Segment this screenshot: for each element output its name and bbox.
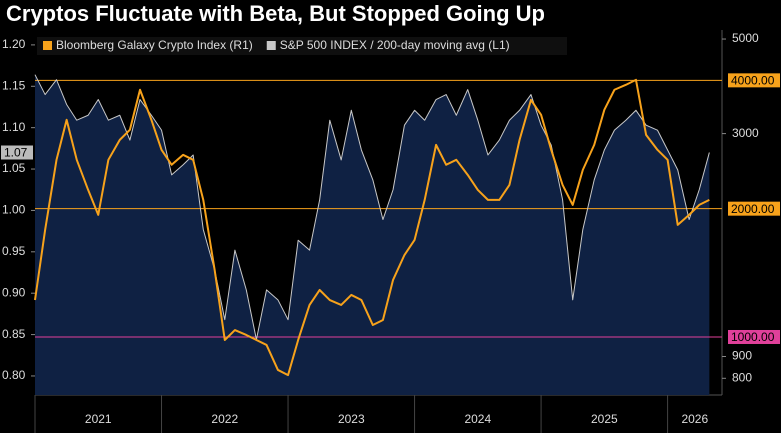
x-tick-label: 2021	[85, 412, 112, 426]
reference-label-box	[728, 73, 780, 88]
series-line	[34, 78, 710, 377]
reference-label: 4000.00	[731, 74, 775, 88]
x-tick-label: 2022	[211, 412, 238, 426]
last-value-label: 1.07	[4, 146, 28, 160]
y-tick-label: 0.95	[2, 244, 26, 258]
last-value-box	[1, 145, 33, 160]
reference-label-box	[728, 329, 780, 344]
y2-tick-label: 3000	[732, 126, 759, 140]
reference-label-box	[728, 201, 780, 216]
y-tick-label: 0.90	[2, 285, 26, 299]
reference-label: 2000.00	[731, 202, 775, 216]
legend-box	[37, 37, 567, 55]
y-tick-label: 0.80	[2, 368, 26, 382]
x-tick-label: 2023	[338, 412, 365, 426]
y-tick-label: 1.05	[2, 161, 26, 175]
y2-tick-label: 900	[732, 349, 752, 363]
y2-tick-label: 800	[732, 370, 752, 384]
reference-label: 1000.00	[731, 330, 775, 344]
x-tick-label: 2025	[591, 412, 618, 426]
y-tick-label: 1.20	[2, 37, 26, 51]
y-tick-label: 1.00	[2, 203, 26, 217]
legend-swatch	[43, 41, 52, 50]
y-tick-label: 0.85	[2, 327, 26, 341]
y-tick-label: 1.10	[2, 120, 26, 134]
y-tick-label: 1.15	[2, 78, 26, 92]
chart-title: Cryptos Fluctuate with Beta, But Stopped…	[6, 1, 545, 26]
x-tick-label: 2026	[681, 412, 708, 426]
y2-tick-label: 5000	[732, 31, 759, 45]
x-tick-label: 2024	[464, 412, 491, 426]
legend-swatch	[266, 41, 276, 50]
legend-label: S&P 500 INDEX / 200-day moving avg (L1)	[280, 38, 510, 52]
legend-label: Bloomberg Galaxy Crypto Index (R1)	[56, 38, 253, 52]
series-area	[35, 74, 710, 395]
